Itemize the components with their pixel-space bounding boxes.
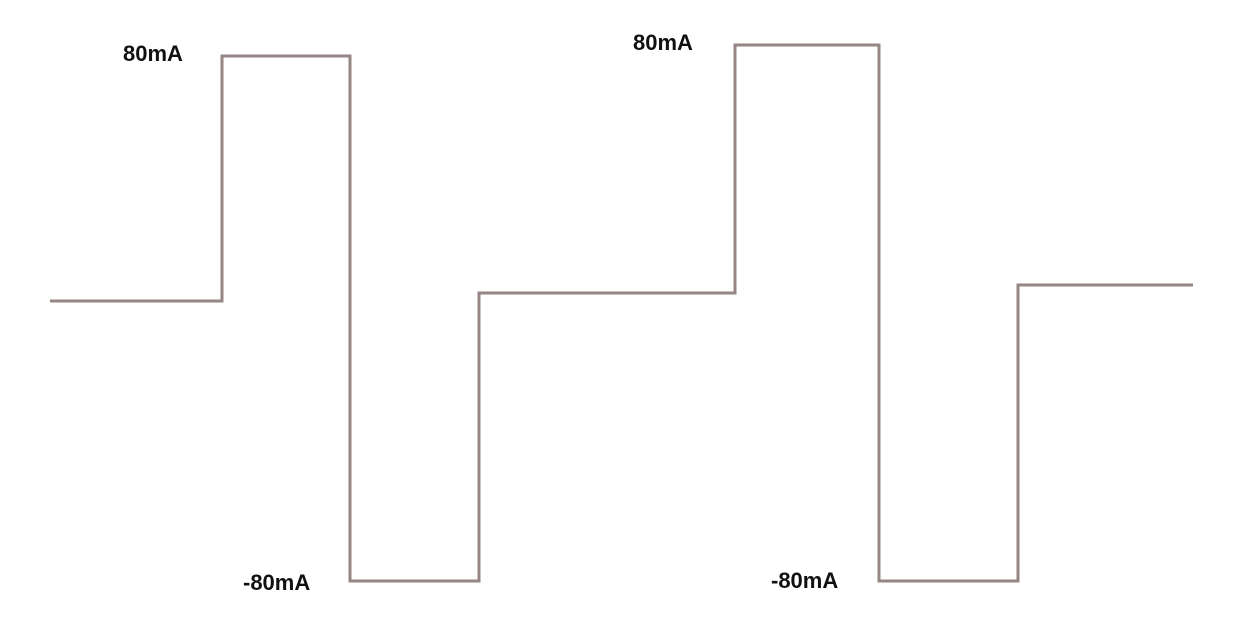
negative-peak-label-1: -80mA xyxy=(243,570,311,595)
positive-peak-label-1: 80mA xyxy=(123,41,183,66)
negative-peak-label-2: -80mA xyxy=(771,568,839,593)
positive-peak-label-2: 80mA xyxy=(633,30,693,55)
waveform-trace xyxy=(50,43,1193,583)
